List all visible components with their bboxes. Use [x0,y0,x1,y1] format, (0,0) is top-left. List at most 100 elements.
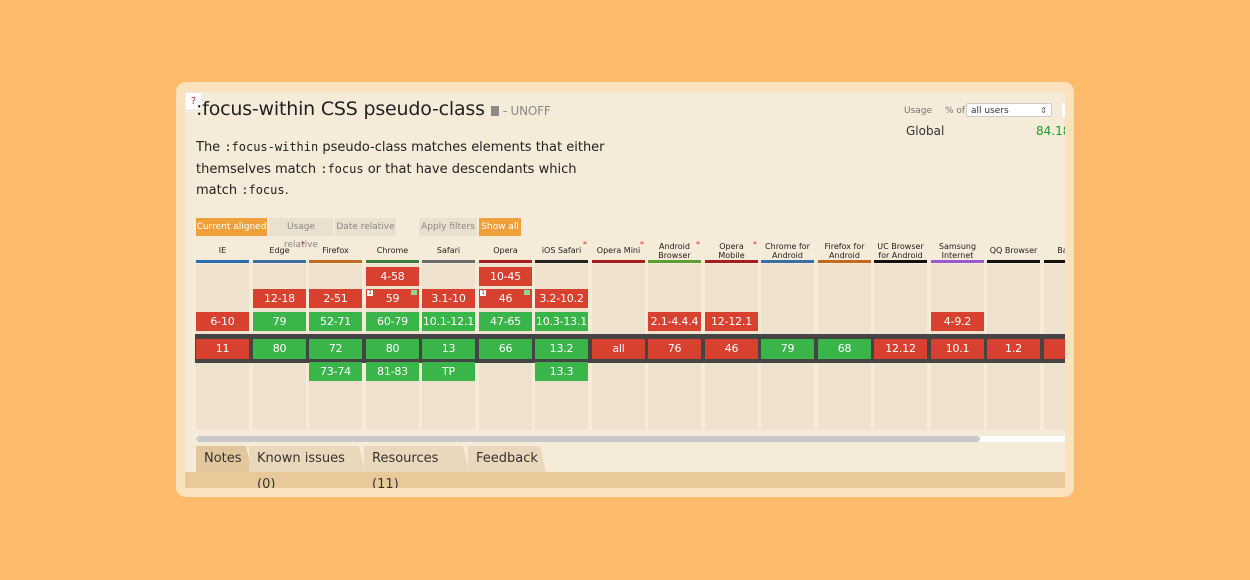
usage-relative-button[interactable]: Usage relative [269,218,333,250]
version-cell[interactable]: 3.1-10 [422,289,475,308]
version-label: 52-71 [320,315,351,328]
percent-of-label: % of [945,106,966,116]
version-cell[interactable]: 59 1 [366,289,419,308]
version-cell[interactable]: 10.3-13.1 [535,312,588,331]
version-cell[interactable]: 60-79 [366,312,419,331]
version-label: 3.2-10.2 [539,292,584,305]
asterisk-icon: * [640,240,644,249]
browser-header[interactable]: Firefox [309,241,362,263]
browser-name: Safari [436,246,461,255]
version-cell[interactable]: 1.2 [987,339,1040,359]
version-label: 81-83 [377,365,408,378]
browser-header[interactable]: Opera Mobile * [705,240,758,263]
browser-header[interactable]: Opera Mini * [592,240,645,263]
desc-code: :focus-within [224,140,319,154]
version-cell[interactable]: 73-74 [309,362,362,381]
version-cell[interactable]: 4-58 [366,267,419,286]
version-cell[interactable]: 12.12 [874,339,927,359]
version-cell[interactable]: 79 [761,339,814,359]
version-cell[interactable]: 80 [253,339,306,359]
version-cell[interactable]: 10.1-12.1 [422,312,475,331]
version-cell[interactable]: 80 [366,339,419,359]
tab-resources[interactable]: Resources (11) [364,446,469,488]
version-cell[interactable]: all [592,339,645,359]
version-label: 11 [215,342,230,355]
document-icon[interactable] [490,106,499,116]
version-cell[interactable]: 2-51 [309,289,362,308]
version-cell[interactable]: 68 [818,339,871,359]
tab-content-strip [185,472,1065,488]
version-cell[interactable]: 11 [196,339,249,359]
note-number-badge: 1 [480,290,486,296]
version-cell[interactable]: 79 [253,312,306,331]
browser-name: Opera [493,246,518,255]
version-label: 4-9.2 [943,315,972,328]
browser-header[interactable]: Ba Bro [1044,241,1065,263]
select-arrows-icon: ⇕ [1040,106,1047,115]
desc-text: pseudo-class matches elements that eithe… [196,140,605,177]
version-cell[interactable]: 13 [422,339,475,359]
version-cell[interactable]: 12-12.1 [705,312,758,331]
browser-header[interactable]: Edge * [253,240,306,263]
usage-label: Usage [904,106,933,116]
version-cell[interactable]: 76 [648,339,701,359]
version-cell[interactable]: 66 [479,339,532,359]
version-cell[interactable]: 52-71 [309,312,362,331]
version-label: 46 [724,342,739,355]
version-cell[interactable]: TP [422,362,475,381]
version-label: 66 [498,342,513,355]
browser-header[interactable]: IE [196,241,249,263]
version-cell[interactable]: 72 [309,339,362,359]
version-cell[interactable]: 10.1 [931,339,984,359]
apply-filters-button[interactable]: Apply filters [419,218,477,236]
version-cell[interactable]: 13.2 [535,339,588,359]
version-cell[interactable]: 7. [1044,339,1065,359]
users-select[interactable]: all users ⇕ [966,103,1052,117]
version-cell[interactable]: 46 [705,339,758,359]
browser-name: QQ Browser [989,246,1038,255]
show-all-button[interactable]: Show all [479,218,521,236]
browser-header[interactable]: QQ Browser [987,241,1040,263]
version-cell[interactable]: 81-83 [366,362,419,381]
browser-header[interactable]: Opera [479,241,532,263]
version-label: 10.1-12.1 [422,315,475,328]
version-label: 10.1 [945,342,970,355]
browser-header[interactable]: Samsung Internet [931,241,984,263]
version-cell[interactable]: 46 1 [479,289,532,308]
version-label: 68 [837,342,852,355]
tab-known-issues[interactable]: Known issues (0) [249,446,365,488]
browser-header[interactable]: Chrome [366,241,419,263]
version-label: 3.1-10 [431,292,466,305]
scrollbar-thumb[interactable] [196,436,980,442]
browser-header[interactable]: Chrome for Android [761,241,814,263]
browser-header[interactable]: iOS Safari * [535,240,588,263]
usage-toggle[interactable] [1062,103,1065,117]
date-relative-button[interactable]: Date relative [335,218,396,236]
version-cell[interactable]: 12-18 [253,289,306,308]
browser-header[interactable]: Android Browser * [648,240,701,263]
browser-header[interactable]: Safari [422,241,475,263]
version-label: 13.3 [549,365,574,378]
version-label: 60-79 [377,315,408,328]
feature-title-text: :focus-within CSS pseudo-class [196,98,485,120]
version-label: 73-74 [320,365,351,378]
tab-notes[interactable]: Notes [196,446,252,472]
version-cell[interactable]: 3.2-10.2 [535,289,588,308]
help-button[interactable]: ? [185,92,202,110]
flag-icon [411,290,417,295]
browser-header[interactable]: UC Browser for Android [874,241,927,263]
version-cell[interactable]: 10-45 [479,267,532,286]
version-cell[interactable]: 47-65 [479,312,532,331]
feature-description: The :focus-within pseudo-class matches e… [196,137,616,202]
current-aligned-button[interactable]: Current aligned [196,218,267,236]
desc-text: The [196,140,225,155]
version-cell[interactable]: 6-10 [196,312,249,331]
browser-header[interactable]: Firefox for Android [818,241,871,263]
version-cell[interactable]: 4-9.2 [931,312,984,331]
version-cell[interactable]: 2.1-4.4.4 [648,312,701,331]
tab-feedback[interactable]: Feedback [468,446,546,472]
version-cell[interactable]: 13.3 [535,362,588,381]
browser-name: IE [218,246,227,255]
asterisk-icon: * [301,240,305,249]
global-label: Global [906,124,945,138]
